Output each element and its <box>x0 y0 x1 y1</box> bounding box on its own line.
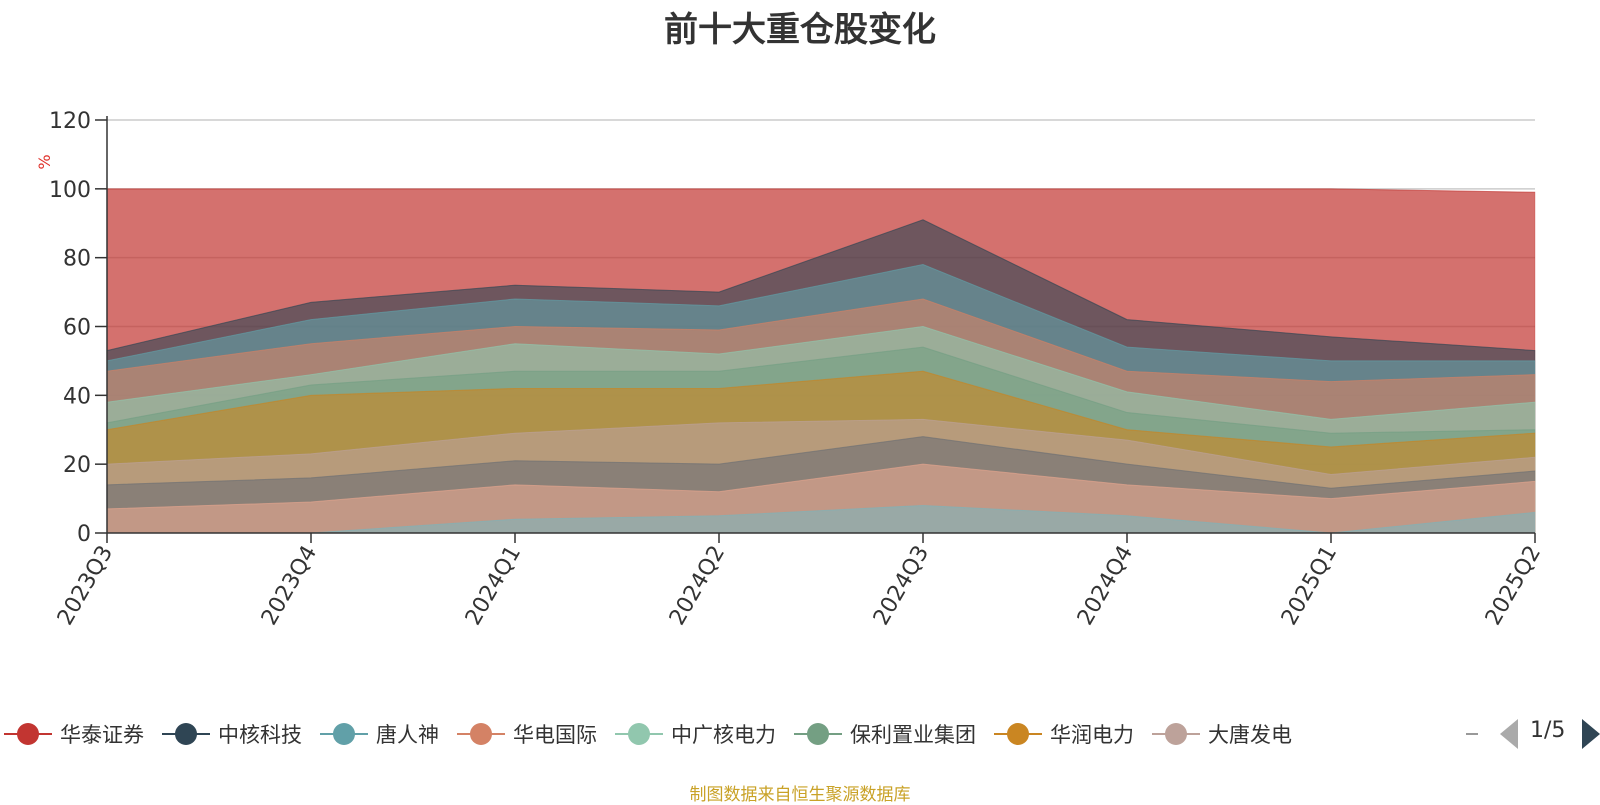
legend-label: 大唐发电 <box>1208 723 1292 747</box>
legend: 华泰证券 中核科技 唐人神 华电国际 中广核电力 保利置业集团 华润电力 大唐发电 <box>0 716 1600 752</box>
chart-title: 前十大重仓股变化 <box>664 10 936 50</box>
x-tick-label: 2025Q2 <box>1481 542 1546 630</box>
legend-item[interactable]: 华泰证券 <box>4 716 144 752</box>
x-tick-label: 2024Q3 <box>869 542 934 630</box>
legend-marker-icon <box>1152 716 1200 752</box>
series-line-1 <box>106 219 1536 352</box>
legend-item[interactable]: 保利置业集团 <box>794 716 976 752</box>
legend-page-indicator: 1/5 <box>1530 718 1566 743</box>
series-line-6 <box>106 370 1536 448</box>
legend-prev-page-icon[interactable] <box>1500 719 1518 749</box>
legend-overflow-item[interactable] <box>1466 716 1478 752</box>
legend-label: 华电国际 <box>513 723 597 747</box>
x-tick-label: 2023Q4 <box>257 542 322 630</box>
y-tick-label: 0 <box>77 522 91 547</box>
legend-item[interactable]: 中广核电力 <box>615 716 776 752</box>
y-tick-label: 40 <box>63 384 91 409</box>
series-line-3 <box>106 298 1536 383</box>
series-line-0 <box>107 188 1536 193</box>
x-tick-label: 2023Q3 <box>53 542 118 630</box>
legend-label: 唐人神 <box>376 723 439 747</box>
legend-marker-icon <box>457 716 505 752</box>
legend-item[interactable]: 华电国际 <box>457 716 597 752</box>
series-line-4 <box>106 325 1536 420</box>
x-tick-label: 2024Q2 <box>665 542 730 630</box>
legend-marker-icon <box>4 716 52 752</box>
y-tick-label: 20 <box>63 453 91 478</box>
series-line-9 <box>106 463 1536 510</box>
series-line-10 <box>107 504 1536 534</box>
series-line-5 <box>106 346 1536 434</box>
legend-marker-icon <box>994 716 1042 752</box>
x-tick-label: 2025Q1 <box>1277 542 1342 630</box>
x-tick-label: 2024Q4 <box>1073 542 1138 630</box>
legend-marker-icon <box>162 716 210 752</box>
legend-marker-icon <box>615 716 663 752</box>
legend-next-page-icon[interactable] <box>1582 719 1600 749</box>
series-line-8 <box>106 436 1536 489</box>
area-series <box>106 188 1536 534</box>
legend-item[interactable]: 大唐发电 <box>1152 716 1292 752</box>
legend-marker-icon <box>320 716 368 752</box>
legend-marker-icon <box>794 716 842 752</box>
y-tick-label: 60 <box>63 316 91 341</box>
area-chart: 0 20 40 60 80 100 120 2023Q3 2023Q4 2024Q1 2024Q2 2… <box>35 109 1546 630</box>
series-line-7 <box>106 418 1536 475</box>
legend-label: 华润电力 <box>1050 723 1134 747</box>
y-tick-label: 120 <box>49 109 91 134</box>
legend-label: 中核科技 <box>218 723 302 747</box>
legend-item[interactable]: 唐人神 <box>320 716 439 752</box>
y-tick-label: 100 <box>49 178 91 203</box>
series-line-2 <box>106 264 1535 362</box>
legend-item[interactable]: 华润电力 <box>994 716 1134 752</box>
y-axis-unit: % <box>35 154 54 169</box>
legend-label: 中广核电力 <box>671 723 776 747</box>
legend-item[interactable]: 中核科技 <box>162 716 302 752</box>
y-tick-label: 80 <box>63 247 91 272</box>
x-tick-label: 2024Q1 <box>461 542 526 630</box>
legend-label: 华泰证券 <box>60 723 144 747</box>
legend-label: 保利置业集团 <box>850 723 976 747</box>
source-note: 制图数据来自恒生聚源数据库 <box>689 785 911 805</box>
